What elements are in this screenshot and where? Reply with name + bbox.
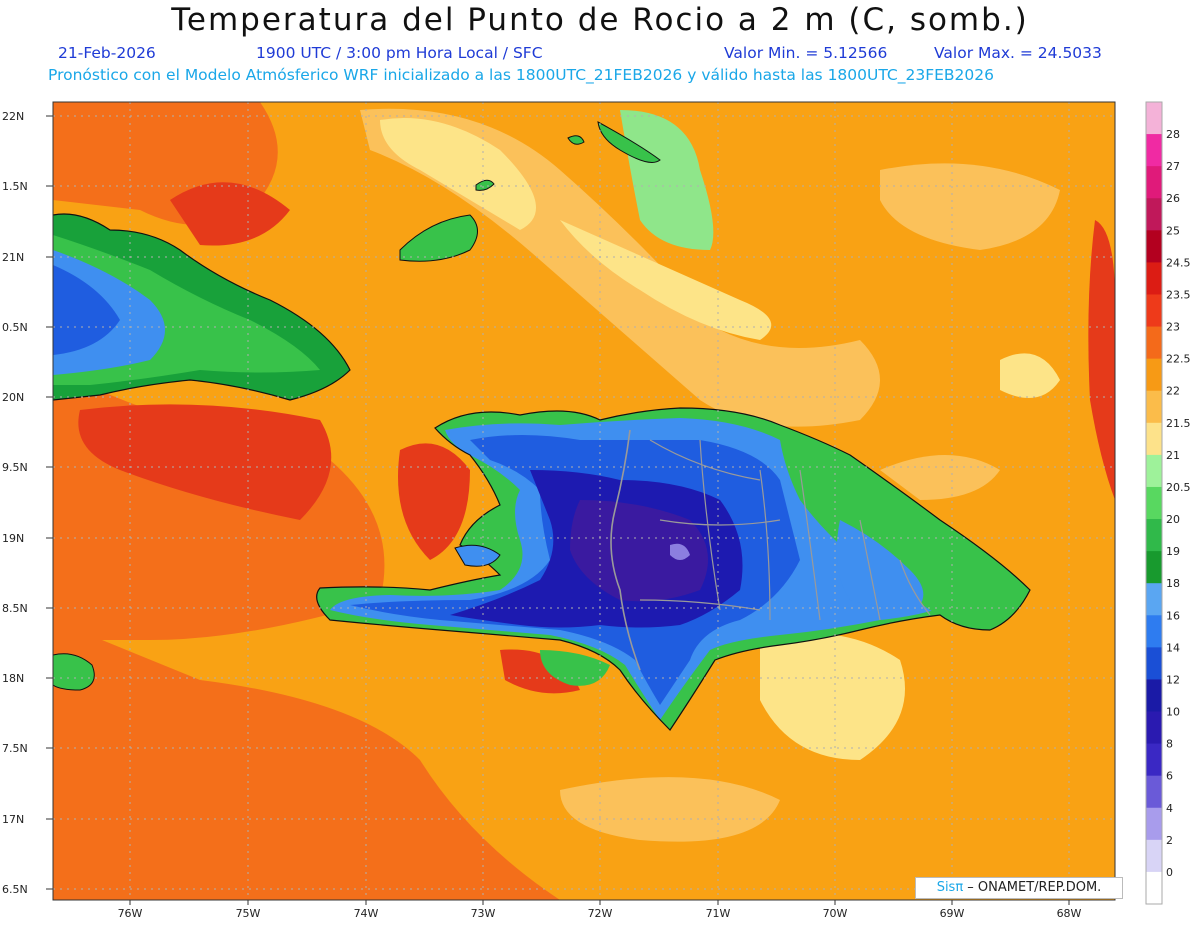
color-scale-swatch <box>1146 294 1162 328</box>
color-scale-label: 22 <box>1166 385 1180 398</box>
color-scale-swatch <box>1146 519 1162 552</box>
forecast-time: 1900 UTC / 3:00 pm Hora Local / SFC <box>256 44 543 62</box>
lat-label: 20N <box>2 391 24 404</box>
color-scale-label: 14 <box>1166 641 1180 654</box>
color-scale-label: 20.5 <box>1166 481 1191 494</box>
lat-label: 19N <box>2 532 24 545</box>
color-scale-label: 28 <box>1166 128 1180 141</box>
lon-label: 75W <box>236 907 261 920</box>
color-scale-swatch <box>1146 166 1162 199</box>
lat-label: 17N <box>2 813 24 826</box>
color-scale-label: 2 <box>1166 834 1173 847</box>
lat-label: 7.5N <box>2 742 28 755</box>
longitude-labels: 76W 75W 74W 73W 72W 71W 70W 69W 68W <box>118 907 1082 920</box>
color-scale-swatch <box>1146 358 1162 392</box>
lat-label: 18N <box>2 672 24 685</box>
color-scale-swatch <box>1146 839 1162 873</box>
color-scale-label: 25 <box>1166 224 1180 237</box>
lon-label: 72W <box>588 907 613 920</box>
color-scale-swatch <box>1146 711 1162 745</box>
color-scale-label: 16 <box>1166 609 1180 622</box>
credit-text: – ONAMET/REP.DOM. <box>963 880 1102 895</box>
color-scale-label: 8 <box>1166 738 1173 751</box>
color-scale-swatch <box>1146 647 1162 680</box>
color-scale-swatch <box>1146 262 1162 295</box>
color-scale-swatch <box>1146 134 1162 167</box>
color-scale-swatch <box>1146 198 1162 231</box>
color-scale-label: 18 <box>1166 577 1180 590</box>
color-scale-swatch <box>1146 486 1162 520</box>
color-scale-swatch <box>1146 390 1162 424</box>
forecast-date: 21-Feb-2026 <box>58 44 156 62</box>
lon-label: 76W <box>118 907 143 920</box>
color-scale-swatch <box>1146 871 1162 905</box>
lon-label: 71W <box>706 907 731 920</box>
color-scale-swatch <box>1146 551 1162 584</box>
color-scale-label: 23 <box>1166 321 1180 334</box>
color-scale-swatch <box>1146 615 1162 648</box>
color-scale-label: 20 <box>1166 513 1180 526</box>
color-scale-label: 0 <box>1166 866 1173 879</box>
color-scale: 2827262524.523.52322.52221.52120.5201918… <box>1145 101 1191 905</box>
lon-label: 70W <box>823 907 848 920</box>
color-scale-label: 23.5 <box>1166 289 1191 302</box>
latitude-labels: 22N 1.5N 21N 0.5N 20N 9.5N 19N 8.5N 18N … <box>2 110 28 896</box>
map-title: Temperatura del Punto de Rocio a 2 m (C,… <box>171 2 1029 38</box>
lon-label: 69W <box>940 907 965 920</box>
max-value: Valor Max. = 24.5033 <box>934 44 1102 62</box>
color-scale-label: 12 <box>1166 673 1180 686</box>
lat-label: 6.5N <box>2 883 28 896</box>
color-scale-label: 24.5 <box>1166 256 1191 269</box>
lat-label: 1.5N <box>2 180 28 193</box>
color-scale-swatch <box>1146 326 1162 360</box>
color-scale-label: 22.5 <box>1166 353 1191 366</box>
color-scale-swatch <box>1146 454 1162 488</box>
color-scale-swatch <box>1146 807 1162 841</box>
color-scale-label: 6 <box>1166 770 1173 783</box>
color-scale-label: 4 <box>1166 802 1173 815</box>
model-info: Pronóstico con el Modelo Atmósferico WRF… <box>48 66 994 84</box>
color-scale-swatch <box>1146 743 1162 777</box>
color-scale-swatch <box>1146 422 1162 456</box>
lat-label: 22N <box>2 110 24 123</box>
lat-label: 8.5N <box>2 602 28 615</box>
color-scale-swatch <box>1146 102 1162 135</box>
min-value: Valor Min. = 5.12566 <box>724 44 888 62</box>
map-field <box>53 102 1115 900</box>
color-scale-swatch <box>1146 583 1162 616</box>
sispi-logo: Sisπ <box>936 880 964 895</box>
lon-label: 74W <box>354 907 379 920</box>
lat-label: 21N <box>2 251 24 264</box>
color-scale-label: 27 <box>1166 160 1180 173</box>
color-scale-border <box>1145 101 1163 905</box>
color-scale-swatch <box>1146 679 1162 713</box>
credit-box: Sisπ – ONAMET/REP.DOM. <box>915 877 1123 899</box>
lon-label: 68W <box>1057 907 1082 920</box>
color-scale-label: 21 <box>1166 449 1180 462</box>
color-scale-label: 10 <box>1166 706 1180 719</box>
color-scale-label: 21.5 <box>1166 417 1191 430</box>
lat-label: 9.5N <box>2 461 28 474</box>
color-scale-label: 26 <box>1166 192 1180 205</box>
color-scale-label: 19 <box>1166 545 1180 558</box>
lon-label: 73W <box>471 907 496 920</box>
lat-label: 0.5N <box>2 321 28 334</box>
color-scale-swatch <box>1146 230 1162 263</box>
color-scale-swatch <box>1146 775 1162 809</box>
